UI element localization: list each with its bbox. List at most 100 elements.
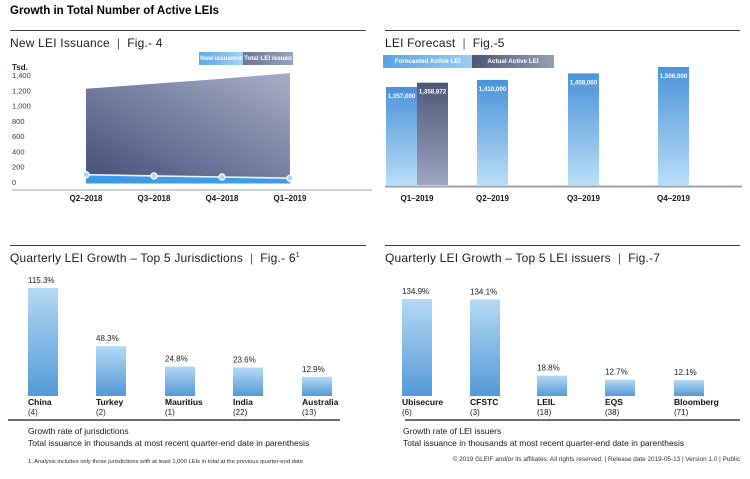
x-axis-label: Q1–2019: [274, 194, 307, 203]
bar-forecasted-active-lei: [658, 67, 689, 185]
category-sub-label: (71): [674, 408, 689, 417]
fig5-fig-label: Fig.-5: [472, 36, 505, 50]
data-point-marker: [82, 170, 90, 179]
x-axis-label: Q2–2018: [70, 194, 103, 203]
divider: |: [116, 36, 121, 50]
divider: |: [249, 251, 254, 265]
category-label: India: [233, 397, 253, 407]
bar: [605, 379, 635, 396]
category-sub-label: (2): [96, 408, 106, 417]
bar-forecasted-active-lei: [568, 73, 599, 185]
fig4-area-chart: 1,400 1,200 1,000 800 600 400 200 0 Q2–2018 Q3–20…: [12, 71, 372, 203]
fig7-fig-label: Fig.-7: [628, 251, 661, 265]
category-label: Turkey: [96, 397, 124, 407]
divider: |: [462, 36, 466, 50]
data-point-marker: [150, 172, 158, 180]
fig7-header: Quarterly LEI Growth – Top 5 LEI issuers…: [385, 251, 660, 265]
category-label: China: [28, 397, 52, 407]
header-divider-right: [385, 30, 740, 31]
fig5-legend: Forecasted Active LEI Actual Active LEI: [383, 55, 554, 68]
category-label: Ubisecure: [402, 397, 443, 407]
bar-value-label: 18.8%: [537, 364, 560, 373]
page-title: Growth in Total Number of Active LEIs: [10, 5, 219, 17]
legend-chip-total-lei-issued: Total LEI issued: [243, 52, 293, 65]
y-axis-tick: 1,400: [12, 71, 31, 80]
fig7-title: Quarterly LEI Growth – Top 5 LEI issuers: [385, 251, 611, 265]
data-point-marker: [218, 173, 226, 181]
fig4-legend: New issuance Total LEI issued: [199, 52, 293, 65]
category-label: Mauritius: [165, 397, 203, 407]
fig7-bar-chart: 134.9% Ubisecure(6) 134.1% CFSTC(3) 18.8% LEI…: [402, 287, 740, 421]
fig5-header: LEI Forecast | Fig.-5: [385, 36, 505, 50]
bar-value-label: 48.3%: [96, 334, 119, 343]
page-footer: © 2019 GLEIF and/or its affiliates. All …: [452, 456, 740, 463]
legend-chip-new-issuance: New issuance: [199, 52, 243, 65]
fig6-header: Quarterly LEI Growth – Top 5 Jurisdictio…: [10, 251, 300, 265]
bar-forecasted-active-lei: [477, 79, 508, 185]
data-point-marker: [286, 174, 294, 182]
bar-value-label: 115.3%: [28, 276, 55, 285]
category-label: Bloomberg: [674, 397, 719, 407]
area-new-issuance: [86, 174, 290, 184]
bar: [302, 376, 332, 396]
fig6-caption-1: Growth rate of jurisdictions: [28, 426, 129, 436]
fig6-divider: [10, 245, 366, 246]
fig6-title: Quarterly LEI Growth – Top 5 Jurisdictio…: [10, 251, 243, 265]
new-issuance-line: [85, 173, 291, 179]
bar: [674, 380, 704, 396]
bar: [233, 367, 263, 396]
area-total-lei-issued: [86, 73, 290, 179]
category-sub-label: (4): [28, 408, 38, 417]
y-axis-tick: 600: [12, 132, 25, 141]
x-axis-label: Q4–2018: [206, 194, 239, 203]
fig7-divider: [385, 245, 740, 246]
fig6-fig-label: Fig.- 6: [260, 251, 296, 265]
divider: |: [617, 251, 622, 265]
fig7-captions: Growth rate of LEI issuers Total issuanc…: [403, 425, 743, 449]
bar: [402, 299, 432, 396]
category-label: LEIL: [537, 397, 555, 407]
y-axis-tick: 0: [12, 178, 16, 187]
category-label: CFSTC: [470, 397, 498, 407]
header-divider-left: [10, 30, 366, 31]
bar-value-label: 1,410,000: [479, 86, 507, 93]
bar: [28, 288, 58, 396]
category-sub-label: (18): [537, 408, 552, 417]
x-axis-label: Q4–2019: [657, 194, 690, 203]
category-sub-label: (13): [302, 408, 317, 417]
bar: [470, 299, 500, 396]
fig4-unit-label: Tsd.: [12, 63, 28, 72]
y-axis-tick: 400: [12, 147, 25, 156]
x-axis-label: Q1–2019: [401, 194, 434, 203]
fig5-title: LEI Forecast: [385, 36, 456, 50]
fig6-bar-chart: 115.3% China(4) 48.3% Turkey(2) 24.8% Mauriti…: [8, 276, 340, 421]
x-axis-label: Q2–2019: [476, 194, 509, 203]
category-label: Australia: [302, 397, 339, 407]
category-sub-label: (38): [605, 408, 620, 417]
bar-actual-active-lei: [417, 82, 448, 185]
category-sub-label: (3): [470, 408, 480, 417]
bar: [96, 346, 126, 396]
bar-value-label: 24.8%: [165, 354, 188, 363]
y-axis-tick: 1,200: [12, 86, 31, 95]
bar-value-label: 134.9%: [402, 287, 429, 296]
bar-value-label: 1,458,000: [570, 79, 598, 86]
fig4-fig-label: Fig.- 4: [127, 36, 163, 50]
bar: [537, 375, 567, 396]
fig7-caption-2: Total issuance in thousands at most rece…: [403, 438, 685, 448]
category-sub-label: (6): [402, 408, 412, 417]
bar-value-label: 134.1%: [470, 288, 497, 297]
fig4-title: New LEI Issuance: [10, 36, 110, 50]
fig6-caption-2: Total issuance in thousands at most rece…: [28, 438, 310, 448]
category-sub-label: (1): [165, 408, 175, 417]
category-sub-label: (22): [233, 408, 248, 417]
bar: [165, 366, 195, 396]
y-axis-tick: 1,000: [12, 102, 31, 111]
bar-value-label: 1,357,000: [388, 93, 416, 100]
legend-chip-forecasted-active-lei: Forecasted Active LEI: [383, 55, 472, 68]
bar-value-label: 12.1%: [674, 368, 697, 377]
bar-value-label: 12.7%: [605, 368, 628, 377]
bar-value-label: 12.9%: [302, 365, 325, 374]
